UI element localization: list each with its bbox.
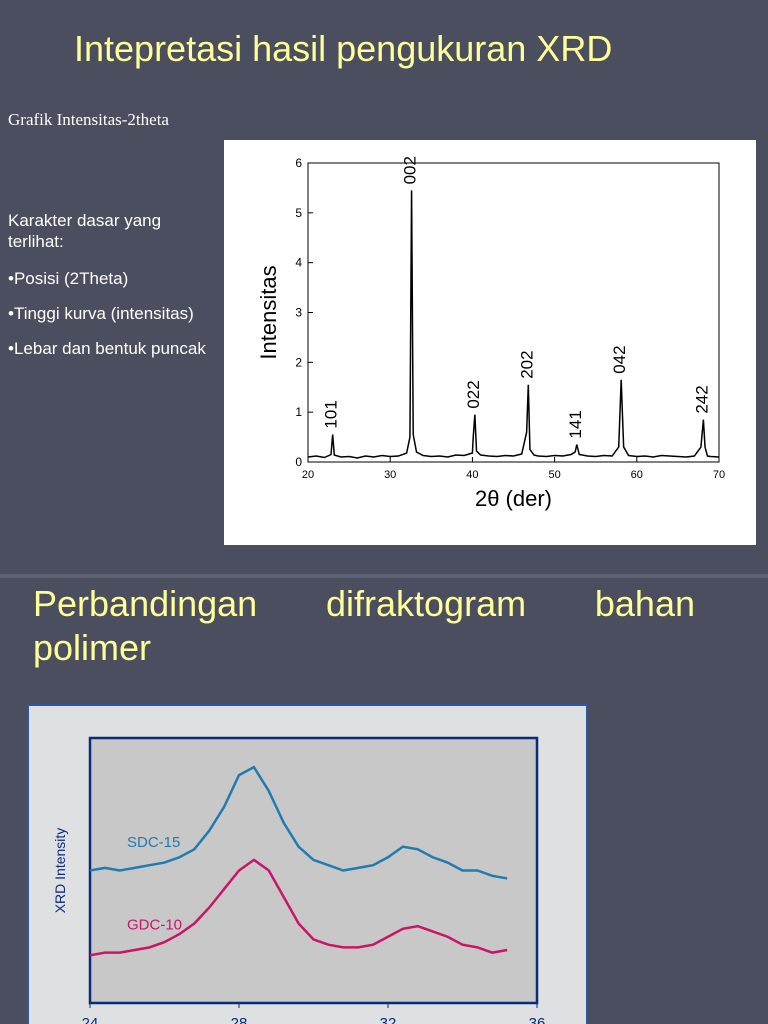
x-tick-label: 36 <box>529 1015 546 1024</box>
bullet: •Tinggi kurva (intensitas) <box>8 304 194 323</box>
y-tick-label: 4 <box>295 256 302 270</box>
peak-label: 101 <box>322 400 341 428</box>
x-tick-label: 20 <box>302 469 314 481</box>
xrd-line <box>307 190 720 459</box>
y-axis-label: XRD Intensity <box>52 828 68 914</box>
y-tick-label: 0 <box>295 455 302 469</box>
subtitle: Grafik Intensitas-2theta <box>8 110 169 129</box>
y-tick-label: 1 <box>295 405 302 419</box>
series-line <box>89 858 508 957</box>
x-axis-label: 2θ (der) <box>475 486 552 511</box>
x-tick-label: 50 <box>548 469 560 481</box>
x-tick-label: 30 <box>384 469 396 481</box>
bullet: •Posisi (2Theta) <box>8 269 129 288</box>
chart-background <box>224 140 756 545</box>
peak-label: 002 <box>401 156 420 184</box>
series-label: SDC-15 <box>127 834 180 851</box>
x-tick-label: 32 <box>380 1015 397 1024</box>
x-tick-label: 60 <box>631 469 643 481</box>
x-tick-label: 28 <box>231 1015 248 1024</box>
y-tick-label: 6 <box>295 156 302 170</box>
peak-label: 242 <box>692 385 711 413</box>
heading: Perbandingan difraktogram bahan polimer <box>33 583 695 668</box>
xrd-chart: 0 1 2 3 4 5 6 20 30 40 50 60 70 101 002 022 202 141 042 242… <box>224 140 756 545</box>
series-line <box>89 765 508 880</box>
y-tick-label: 5 <box>295 206 302 220</box>
series-label: GDC-10 <box>127 916 182 933</box>
peak-label: 022 <box>464 380 483 408</box>
divider <box>0 574 768 578</box>
x-tick-label: 70 <box>713 469 725 481</box>
y-tick-label: 3 <box>295 306 302 320</box>
y-tick-label: 2 <box>295 355 302 369</box>
x-tick-label: 40 <box>466 469 478 481</box>
peak-label: 202 <box>517 350 536 378</box>
bullet: •Lebar dan bentuk puncak <box>8 339 206 358</box>
polymer-chart: 24 28 32 36 SDC-15 GDC-10 XRD Intensity <box>27 704 588 1024</box>
y-axis-label: Intensitas <box>256 265 281 359</box>
peak-label: 141 <box>566 410 585 438</box>
bullet: Karakter dasar yang terlihat: <box>8 211 162 251</box>
peak-label: 042 <box>610 345 629 373</box>
x-tick-label: 24 <box>82 1015 99 1024</box>
slide-title: Intepretasi hasil pengukuran XRD <box>74 28 613 69</box>
